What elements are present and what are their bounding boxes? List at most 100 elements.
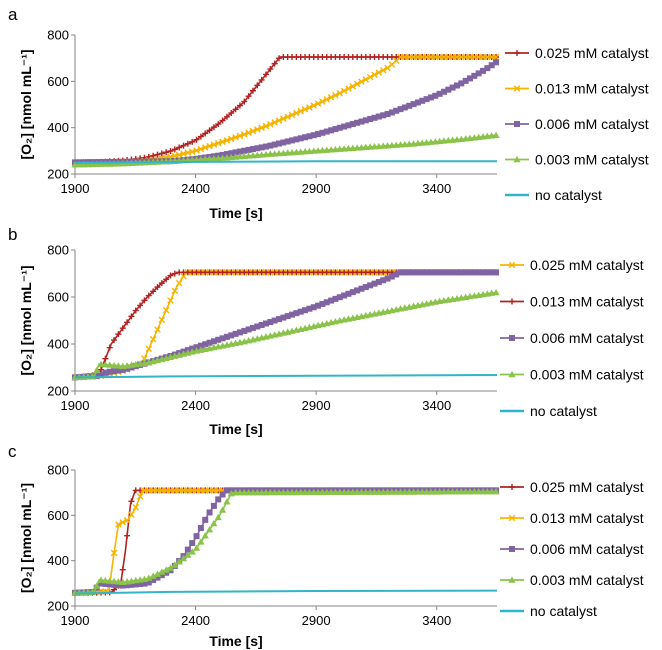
series-line [74, 490, 498, 594]
data-point [254, 126, 261, 133]
data-point [367, 116, 374, 123]
data-point [102, 355, 109, 362]
chart-panel-a: a 200 400 600 800 1900 2400 2900 3400 Time [s] [O₂… [8, 5, 649, 221]
data-point [293, 109, 300, 117]
data-point [301, 106, 309, 113]
series-line [74, 60, 498, 164]
legend-label: 0.025 mM catalyst [535, 45, 649, 61]
data-point [410, 101, 417, 108]
series-line [74, 56, 497, 164]
legend-entry: no catalyst [505, 187, 602, 203]
legend-swatch-marker [509, 298, 515, 305]
x-tick-label: 3400 [422, 613, 451, 628]
y-tick-label: 200 [47, 167, 69, 182]
data-point [349, 289, 356, 296]
legend-entry: 0.003 mM catalyst [505, 152, 649, 168]
data-point [223, 498, 231, 505]
data-point [453, 82, 460, 89]
legend-swatch-marker [509, 546, 515, 552]
x-tick-label: 3400 [422, 181, 451, 196]
series-0-003-mm-catalyst [71, 487, 500, 596]
data-point [228, 110, 235, 117]
data-point [332, 295, 339, 302]
x-tick-label: 2400 [181, 181, 210, 196]
data-point [393, 271, 400, 278]
data-point [367, 282, 374, 289]
data-point [163, 276, 170, 283]
x-tick-label: 2900 [302, 398, 331, 413]
data-point [106, 577, 114, 584]
data-point [440, 88, 447, 95]
data-point [158, 280, 165, 287]
y-axis-title: [O₂] [nmol mL⁻¹] [18, 265, 34, 375]
data-point [432, 92, 439, 99]
data-point [449, 269, 456, 276]
legend-entry: 0.025 mM catalyst [505, 45, 649, 61]
data-point [354, 287, 361, 294]
data-point [176, 144, 183, 151]
data-point [106, 361, 114, 368]
legend-label: 0.006 mM catalyst [530, 330, 644, 346]
data-point [375, 278, 382, 285]
data-point [119, 566, 126, 573]
legend-label: 0.013 mM catalyst [530, 510, 644, 526]
x-axis-title: Time [s] [209, 205, 262, 221]
data-point [184, 140, 191, 147]
data-point [154, 574, 161, 581]
data-point [111, 368, 118, 375]
legend-label: 0.006 mM catalyst [530, 541, 644, 557]
data-point [275, 117, 283, 124]
data-point [436, 269, 443, 276]
data-point [314, 100, 322, 107]
data-point [336, 124, 343, 131]
data-point [419, 269, 426, 276]
data-point [310, 304, 317, 311]
data-point [215, 336, 222, 343]
series-no-catalyst [74, 374, 498, 379]
data-point [319, 129, 326, 136]
data-point [123, 517, 131, 524]
data-point [492, 487, 500, 495]
data-point [310, 102, 318, 109]
legend-entry: 0.025 mM catalyst [500, 479, 644, 495]
data-point [249, 146, 256, 153]
data-point [136, 493, 144, 500]
data-point [249, 324, 256, 331]
data-point [388, 273, 395, 280]
data-point [158, 316, 166, 324]
data-point [192, 544, 201, 551]
data-point [223, 487, 230, 494]
legend-swatch-marker [509, 484, 515, 490]
data-point [432, 269, 439, 276]
data-point [205, 526, 214, 533]
data-point [258, 321, 265, 328]
legend-label: no catalyst [530, 403, 597, 419]
legend-entry: 0.013 mM catalyst [505, 81, 649, 97]
legend-swatch-marker [508, 514, 516, 522]
series-0-006-mm-catalyst [72, 59, 500, 166]
data-point [219, 491, 226, 498]
data-point [111, 337, 118, 344]
data-point [414, 99, 421, 106]
legend-label: 0.003 mM catalyst [530, 367, 644, 383]
data-point [236, 148, 243, 155]
data-point [101, 360, 109, 368]
data-point [262, 71, 269, 78]
data-point [458, 269, 465, 276]
data-point [179, 554, 188, 562]
data-point [218, 506, 227, 513]
y-axis-title: [O₂] [nmol mL⁻¹] [18, 49, 34, 159]
data-point [132, 581, 139, 588]
data-point [114, 578, 123, 585]
data-point [210, 519, 218, 527]
data-point [258, 144, 265, 151]
x-tick-label: 2400 [181, 398, 210, 413]
data-point [397, 269, 404, 276]
data-point [228, 332, 235, 339]
data-point [254, 145, 261, 152]
data-point [336, 294, 343, 301]
data-point [388, 109, 395, 116]
data-point [406, 269, 413, 276]
data-point [449, 84, 456, 91]
data-point [345, 85, 352, 92]
